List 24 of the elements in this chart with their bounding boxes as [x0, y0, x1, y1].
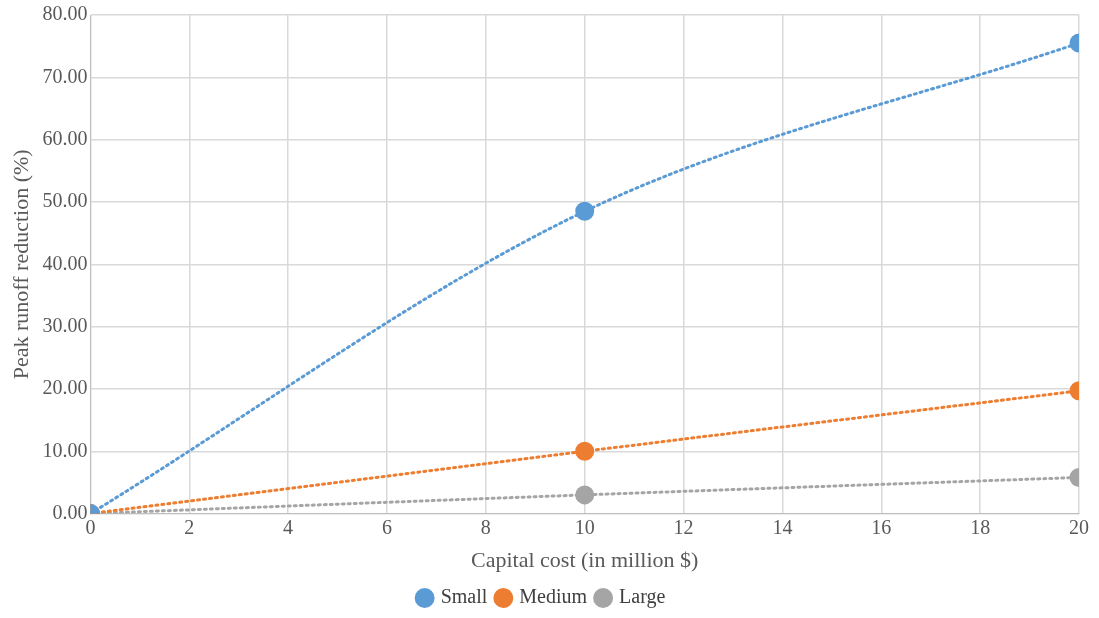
legend-label: Medium [519, 585, 588, 608]
x-tick-label: 16 [871, 515, 892, 538]
x-tick-label: 2 [184, 515, 195, 538]
x-tick-label: 20 [1069, 515, 1089, 538]
legend-label: Large [619, 585, 666, 609]
x-tick-label: 8 [480, 515, 491, 538]
y-tick-label: 30.00 [42, 313, 88, 336]
y-tick-label: 60.00 [42, 126, 88, 149]
y-tick-label: 70.00 [42, 64, 88, 87]
x-tick-label: 12 [673, 515, 694, 538]
x-tick-label: 14 [772, 515, 793, 538]
x-axis-title: Capital cost (in million $) [471, 546, 699, 572]
x-tick-label: 10 [574, 515, 595, 538]
x-tick-label: 4 [283, 515, 294, 538]
y-tick-label: 10.00 [42, 438, 88, 461]
x-tick-label: 6 [381, 515, 392, 538]
y-tick-label: 20.00 [42, 376, 88, 399]
y-tick-label: 80.00 [42, 2, 88, 25]
y-tick-label: 0.00 [52, 500, 88, 523]
y-tick-label: 40.00 [42, 251, 88, 274]
y-tick-label: 50.00 [42, 189, 88, 212]
y-axis-title: Peak runoff reduction (%) [7, 149, 33, 380]
x-tick-label: 18 [970, 515, 991, 538]
legend-label: Small [440, 585, 488, 608]
